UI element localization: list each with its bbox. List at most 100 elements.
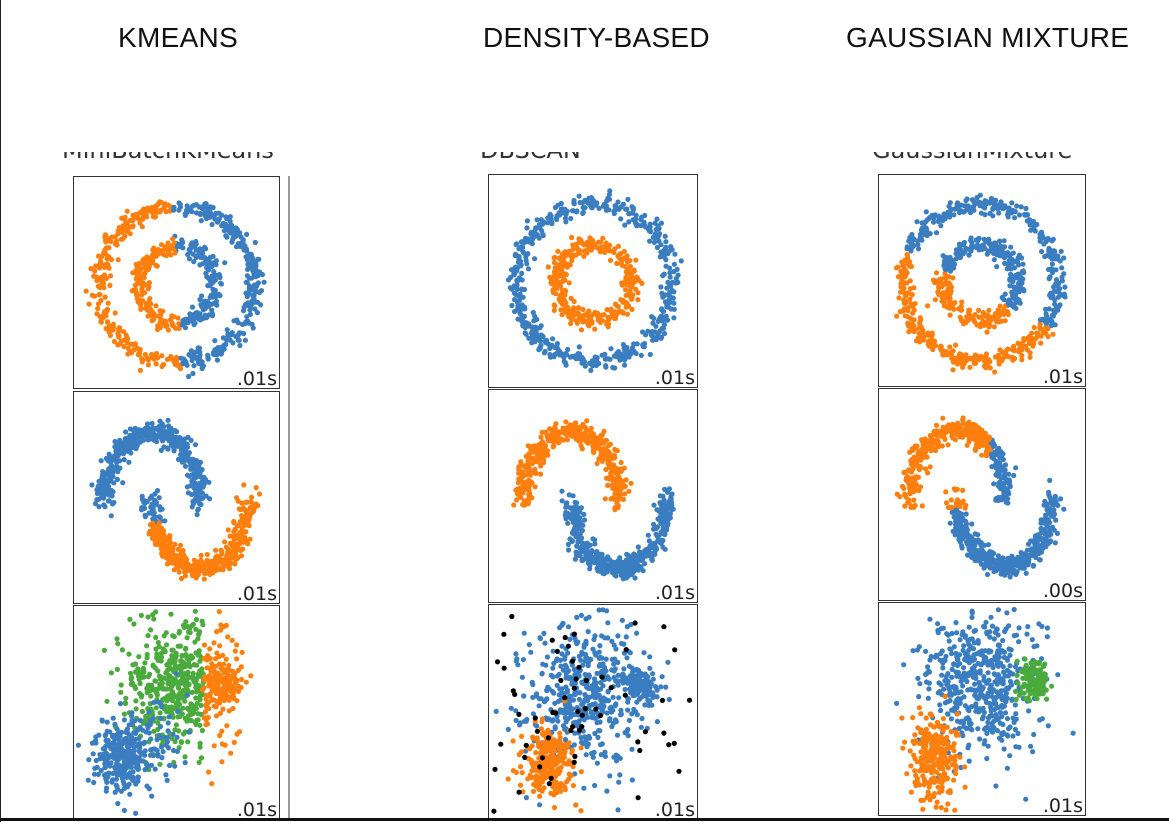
point-outer-ring xyxy=(196,345,203,351)
point-outer-ring xyxy=(671,261,677,267)
point-upper-moon xyxy=(110,470,116,476)
point-outer-ring xyxy=(586,195,592,201)
point-lower-moon xyxy=(649,555,655,561)
point-central-blob xyxy=(603,668,609,674)
point-central-blob xyxy=(581,699,587,705)
point-outer-ring xyxy=(565,346,571,353)
point-central-blob xyxy=(562,662,568,668)
point-upper-moon xyxy=(618,459,624,466)
point-scatter xyxy=(182,760,188,766)
point-outer-ring xyxy=(97,283,103,290)
point-inner-ring xyxy=(147,301,153,307)
point-lower-moon xyxy=(572,525,578,531)
point-lower-moon xyxy=(594,549,600,555)
point-lower-moon xyxy=(149,493,155,499)
point-central-blob xyxy=(576,696,582,702)
point-upper-moon xyxy=(590,443,596,449)
point-inner-ring xyxy=(566,248,572,254)
point-lower-moon xyxy=(587,566,593,572)
point-lower-moon xyxy=(160,528,167,534)
point-inner-ring xyxy=(150,317,156,323)
point-lower-moon xyxy=(176,569,182,575)
point-upper-moon xyxy=(100,469,106,475)
point-outer-ring xyxy=(519,270,525,276)
point-upper-moon xyxy=(162,431,168,437)
point-outer-ring xyxy=(531,233,538,239)
point-lower-moon xyxy=(228,552,234,558)
point-outer-ring xyxy=(198,218,204,224)
point-central-blob xyxy=(552,724,558,730)
point-inner-ring xyxy=(598,239,604,245)
point-central-blob xyxy=(126,651,132,657)
point-lower-moon xyxy=(657,515,663,521)
point-central-blob xyxy=(581,642,587,648)
point-inner-ring xyxy=(580,306,586,313)
point-outer-ring xyxy=(227,226,233,232)
point-central-blob xyxy=(166,672,172,678)
point-central-blob xyxy=(599,633,605,639)
point-lower-moon xyxy=(565,541,571,547)
point-inner-ring xyxy=(624,311,630,317)
point-lower-moon xyxy=(156,520,162,526)
point-inner-ring xyxy=(559,256,565,262)
point-central-blob xyxy=(631,706,637,712)
point-central-blob xyxy=(193,616,199,623)
point-central-blob xyxy=(614,732,621,738)
point-outer-ring xyxy=(126,224,132,230)
point-outer-ring xyxy=(525,251,531,257)
point-lower-left-blob xyxy=(573,802,579,808)
point-central-blob xyxy=(139,692,145,698)
point-central-blob xyxy=(155,720,161,726)
point-inner-ring xyxy=(628,276,634,282)
point-central-blob xyxy=(231,739,237,745)
point-outer-ring xyxy=(104,261,110,267)
point-central-blob xyxy=(160,686,166,692)
point-lower-moon xyxy=(625,552,631,558)
point-lower-moon xyxy=(156,495,162,501)
point-central-blob xyxy=(188,653,194,659)
point-right-blob xyxy=(647,698,653,704)
point-outer-ring xyxy=(159,363,165,370)
point-outer-ring xyxy=(230,340,236,346)
scatter-dbscan-blobs xyxy=(491,607,693,814)
point-lower-moon xyxy=(198,552,204,558)
point-outer-ring xyxy=(612,207,618,213)
point-inner-ring xyxy=(197,248,203,254)
point-central-blob xyxy=(168,611,174,617)
point-outer-ring xyxy=(219,212,225,218)
point-central-blob xyxy=(554,673,561,679)
point-upper-moon xyxy=(118,439,124,446)
point-lower-moon xyxy=(598,551,604,557)
point-scatter xyxy=(175,708,181,715)
point-central-blob xyxy=(544,654,550,660)
point-outer-ring xyxy=(224,327,230,333)
point-central-blob xyxy=(624,655,630,661)
point-outer-ring xyxy=(662,233,668,239)
point-outer-ring xyxy=(667,270,673,276)
point-inner-ring xyxy=(586,308,592,314)
point-outer-ring xyxy=(540,232,546,239)
point-central-blob xyxy=(198,755,205,761)
point-central-blob xyxy=(189,689,195,695)
point-central-blob xyxy=(585,714,591,720)
point-scatter xyxy=(166,714,172,720)
point-lower-moon xyxy=(204,557,210,564)
point-central-blob xyxy=(217,643,223,649)
point-inner-ring xyxy=(592,326,598,332)
point-upper-moon xyxy=(599,432,605,438)
point-lower-moon xyxy=(172,541,178,547)
point-lower-moon xyxy=(142,512,148,518)
point-central-blob xyxy=(596,649,602,655)
point-outer-ring xyxy=(103,245,109,251)
point-central-blob xyxy=(135,666,141,672)
point-lower-left-blob xyxy=(135,727,141,733)
point-lower-moon xyxy=(230,548,237,554)
point-outer-ring xyxy=(189,209,195,215)
algorithm-label-kmeans: MiniBatchKMeans xyxy=(62,152,292,166)
point-central-blob xyxy=(609,667,615,673)
point-outer-ring xyxy=(96,276,102,282)
point-central-blob xyxy=(127,670,134,676)
point-inner-ring xyxy=(549,281,555,287)
point-central-blob xyxy=(130,662,136,668)
point-lower-left-blob xyxy=(569,747,575,753)
